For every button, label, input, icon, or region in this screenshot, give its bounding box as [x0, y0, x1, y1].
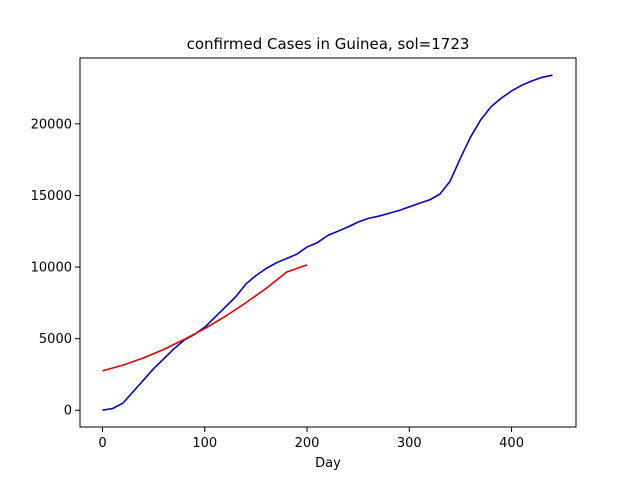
series-line-1: [102, 74, 553, 411]
plot-area: [79, 57, 577, 428]
series-layer: [102, 74, 553, 411]
x-tick-label: 100: [192, 436, 217, 451]
y-tick-label: 15000: [31, 189, 72, 204]
x-tick-label: 300: [397, 436, 422, 451]
chart-title: confirmed Cases in Guinea, sol=1723: [187, 35, 470, 53]
x-tick-label: 0: [98, 436, 106, 451]
y-tick-label: 10000: [31, 261, 72, 276]
x-tick-label: 400: [499, 436, 524, 451]
y-tick-label: 20000: [31, 117, 72, 132]
y-axis: 0 5000 10000 15000 20000: [31, 117, 80, 419]
y-tick-label: 5000: [39, 332, 72, 347]
x-axis: 0 100 200 300 400: [98, 427, 524, 451]
y-tick-label: 0: [64, 404, 72, 419]
x-axis-label: Day: [315, 456, 341, 471]
series-line-2: [102, 264, 308, 372]
x-tick-label: 200: [295, 436, 320, 451]
